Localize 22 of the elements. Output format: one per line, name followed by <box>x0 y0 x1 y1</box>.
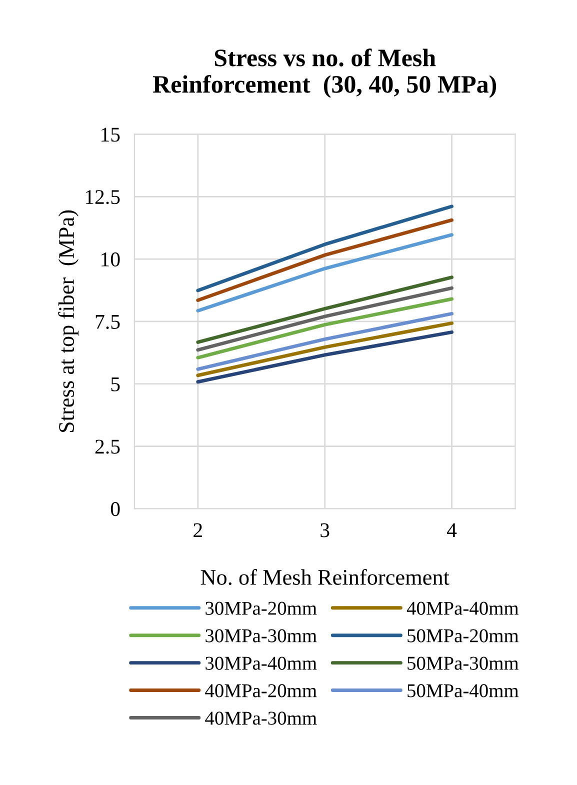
x-axis-title: No. of Mesh Reinforcement <box>200 569 450 585</box>
y-axis-title: Stress at top fiber (MPa) <box>58 210 79 432</box>
legend-label: 40MPa-20mm <box>205 684 317 698</box>
y-tick-label: 12.5 <box>86 190 120 204</box>
legend-label: 30MPa-40mm <box>206 656 317 670</box>
y-tick-label: 10 <box>102 252 120 266</box>
y-tick-label: 5 <box>111 377 120 392</box>
legend-label: 50MPa-40mm <box>408 684 519 698</box>
x-tick-label: 2 <box>194 523 202 538</box>
legend-label: 50MPa-30mm <box>408 656 519 670</box>
y-tick-label: 0 <box>110 502 120 516</box>
legend-label: 30MPa-20mm <box>206 602 317 615</box>
chart-title: Stress vs no. of Mesh Reinforcement (30, 40, 50 MPa) <box>152 48 496 98</box>
legend-label: 40MPa-40mm <box>406 602 519 615</box>
y-tick-label: 7.5 <box>96 315 120 329</box>
legend-label: 30MPa-30mm <box>206 629 317 642</box>
x-tick-label: 3 <box>320 523 330 538</box>
x-tick-label: 4 <box>446 523 457 538</box>
legend-label: 40MPa-30mm <box>205 712 317 725</box>
legend-label: 50MPa-20mm <box>408 629 519 642</box>
y-tick-label: 2.5 <box>95 440 120 454</box>
y-tick-label: 15 <box>102 128 120 142</box>
